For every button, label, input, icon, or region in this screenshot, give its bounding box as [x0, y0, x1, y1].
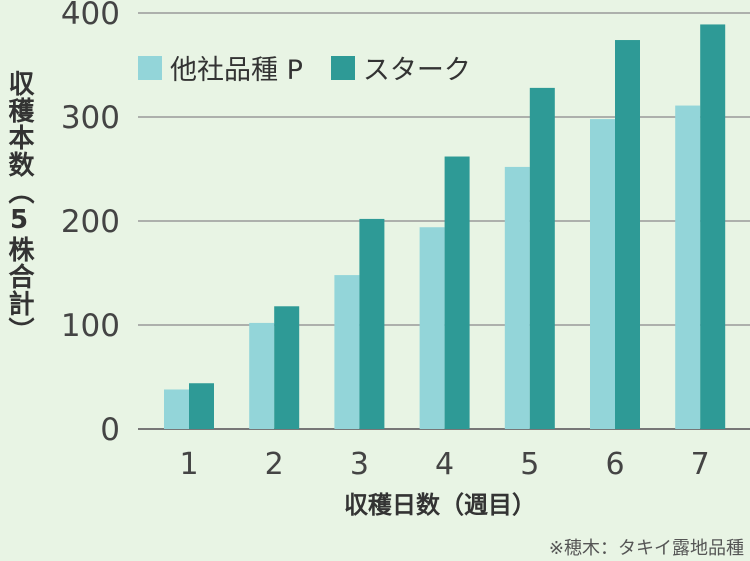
x-tick-label: 7 [691, 447, 710, 482]
y-axis-label: 収穫本数（5株合計） [4, 70, 34, 344]
x-tick-labels: 1 2 3 4 5 6 7 [179, 447, 709, 482]
bar-series-2-week-1 [189, 383, 214, 429]
x-tick-label: 3 [350, 447, 369, 482]
legend-swatch-series-1 [138, 55, 162, 80]
bar-series-1-week-3 [334, 275, 360, 429]
legend-label-series-1: 他社品種 P [170, 55, 303, 86]
bar-series-1-week-7 [675, 105, 701, 429]
legend-label-series-2: スターク [362, 55, 471, 86]
bar-series-2-week-5 [529, 87, 555, 429]
bar-series-1-week-1 [164, 389, 189, 429]
x-tick-label: 2 [265, 447, 284, 482]
y-tick-label: 0 [100, 412, 120, 448]
bar-series-1-week-5 [504, 166, 530, 430]
bar-series-2-week-6 [615, 40, 640, 429]
x-tick-label: 1 [179, 447, 198, 482]
bar-series-1-week-6 [590, 119, 615, 429]
x-tick-label: 6 [605, 447, 624, 482]
bar-series-2-week-4 [444, 156, 470, 429]
bar-series-2-week-3 [359, 218, 385, 429]
legend-item-series-2: スターク [330, 48, 471, 87]
legend-item-series-1: 他社品種 P [138, 48, 303, 87]
bar-series-1-week-4 [419, 227, 445, 429]
legend: 他社品種 P スターク [138, 48, 499, 87]
bar-series-2-week-7 [700, 24, 726, 429]
bars [164, 24, 726, 430]
x-axis-label: 収穫日数（週目） [344, 491, 536, 519]
x-tick-label: 5 [520, 447, 539, 482]
y-tick-label: 200 [61, 204, 120, 240]
y-tick-label: 400 [61, 0, 120, 32]
y-tick-label: 300 [61, 100, 120, 136]
y-tick-labels: 0 100 200 300 400 [61, 0, 120, 448]
x-tick-label: 4 [435, 447, 454, 482]
footnote: ※穂木：タキイ露地品種 [548, 538, 744, 559]
bar-series-1-week-2 [249, 322, 275, 429]
y-tick-label: 100 [61, 308, 120, 344]
legend-swatch-series-2 [330, 55, 355, 80]
bar-series-2-week-2 [274, 306, 300, 429]
